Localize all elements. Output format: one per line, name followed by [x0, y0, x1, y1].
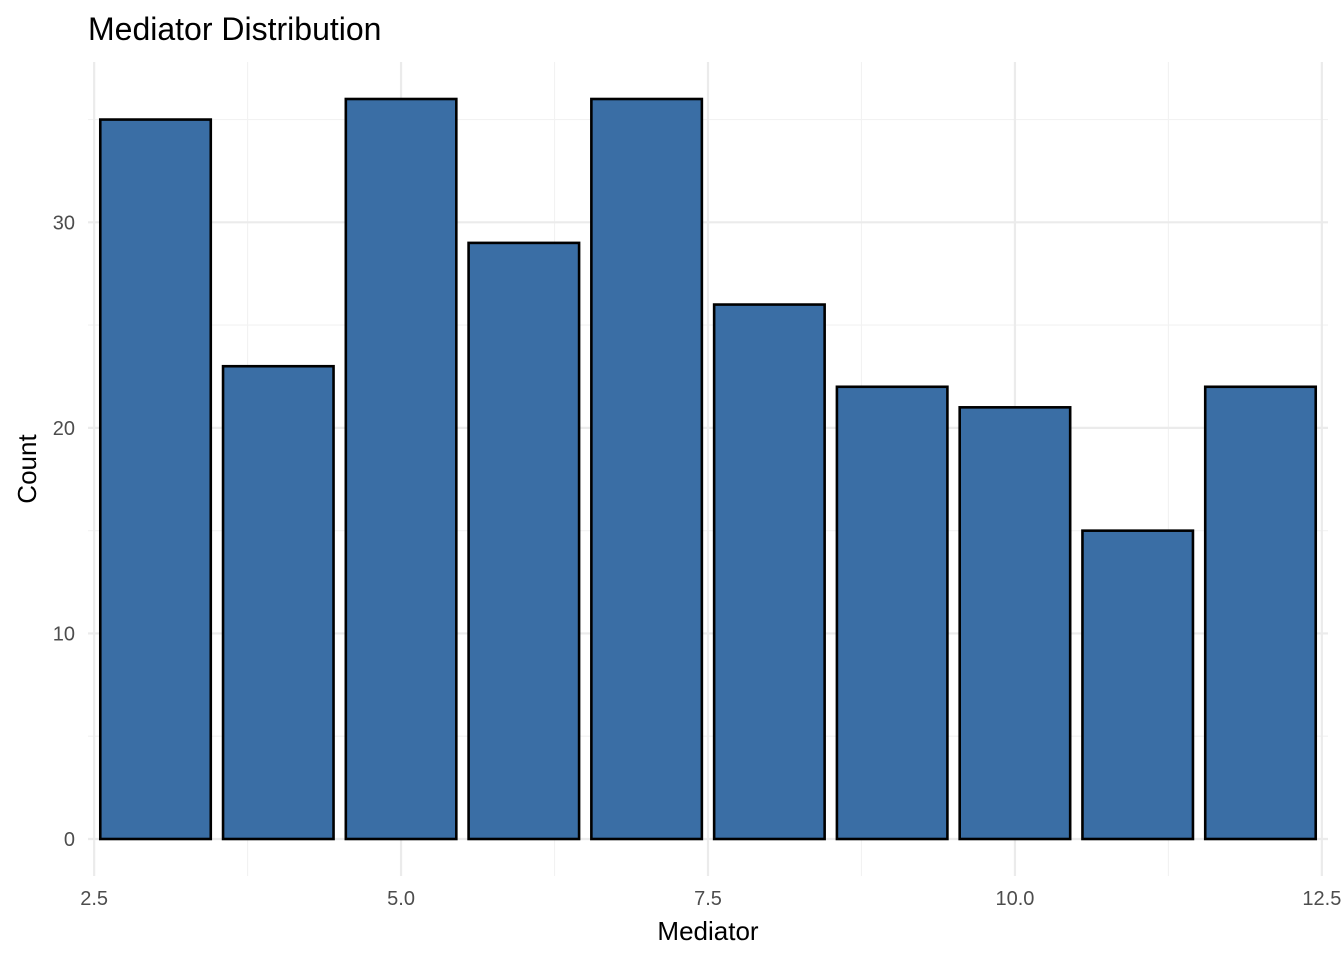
x-tick-label: 7.5 — [694, 888, 722, 910]
y-tick-label: 20 — [53, 418, 75, 440]
bars — [98, 97, 1318, 841]
y-tick-label: 0 — [64, 829, 75, 851]
bar — [590, 97, 704, 841]
y-tick-label: 30 — [53, 212, 75, 234]
bar — [221, 364, 335, 841]
y-tick-label: 10 — [53, 623, 75, 645]
bar — [712, 303, 826, 841]
bar — [98, 118, 213, 841]
x-tick-label: 5.0 — [387, 888, 415, 910]
x-axis-title: Mediator — [657, 916, 758, 946]
chart-title: Mediator Distribution — [88, 11, 381, 47]
bar — [1081, 529, 1195, 841]
bar — [467, 241, 581, 841]
x-tick-label: 12.5 — [1302, 888, 1341, 910]
x-tick-label: 2.5 — [80, 888, 108, 910]
x-tick-label: 10.0 — [995, 888, 1034, 910]
tick-labels: 2.5 5.0 7.5 10.0 12.5 0 10 20 30 — [53, 212, 1342, 910]
y-axis-title: Count — [12, 434, 42, 504]
bar — [344, 97, 458, 841]
bar — [958, 406, 1072, 841]
bar — [835, 385, 949, 841]
bar — [1203, 385, 1318, 841]
